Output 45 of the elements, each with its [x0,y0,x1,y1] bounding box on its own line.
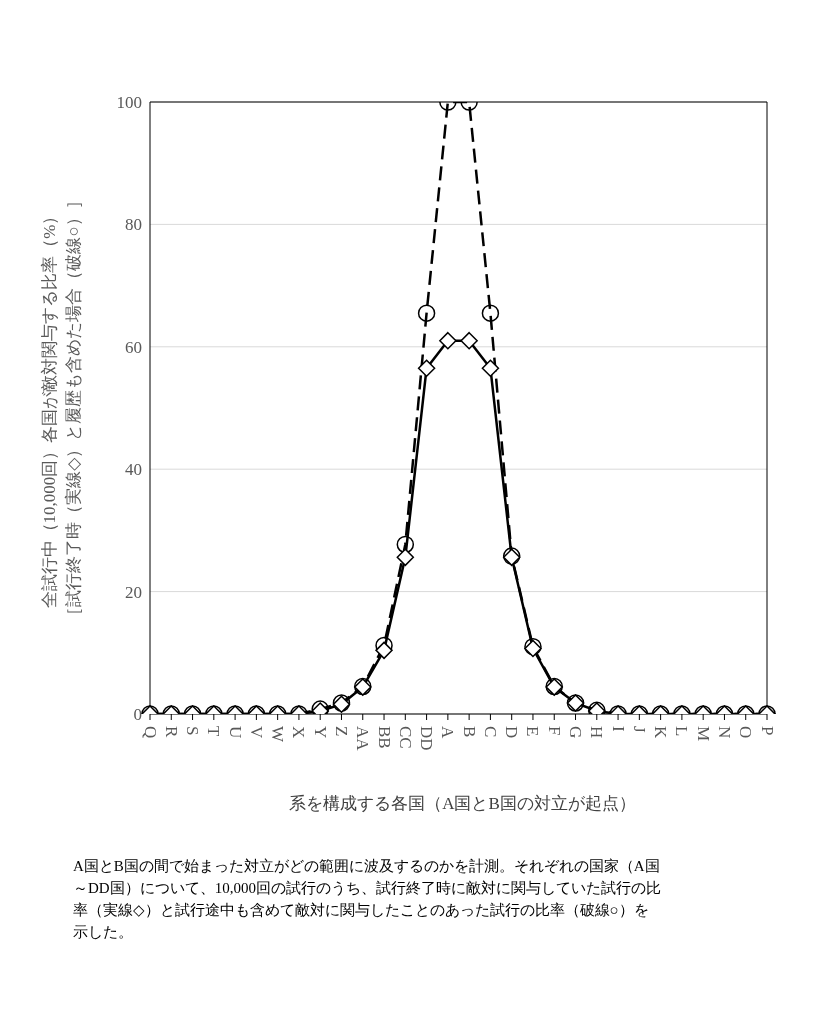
y-tick-label: 0 [133,705,142,725]
x-tick-label: I [608,726,628,732]
x-tick-label: O [736,726,756,739]
x-tick-label: A [438,726,458,739]
x-tick-label: G [566,726,586,739]
x-tick-label: T [204,726,224,737]
point [460,331,478,350]
x-tick-label: D [502,726,522,739]
x-tick-label: X [289,726,309,739]
point [439,331,457,350]
y-tick-label: 80 [125,215,142,235]
x-axis-title: 系を構成する各国（A国とB国の対立が起点） [288,793,637,815]
y-tick-label: 100 [116,93,142,113]
y-tick-label: 60 [125,337,142,357]
point [417,359,436,377]
x-tick-label: C [480,726,500,738]
x-tick-label: BB [374,726,394,749]
x-tick-label: H [587,726,607,739]
x-tick-label: E [523,726,543,737]
x-tick-label: B [459,726,479,738]
x-tick-label: K [651,726,671,739]
x-tick-label: Z [331,726,351,737]
x-tick-label: DD [417,726,437,751]
x-tick-label: W [268,726,288,743]
x-tick-label: N [714,726,734,739]
x-tick-label: Y [310,726,330,739]
point [481,304,500,322]
point [481,359,500,377]
x-tick-label: P [757,726,777,736]
x-tick-label: U [225,726,245,739]
y-tick-label: 20 [125,582,142,602]
x-tick-label: S [183,726,203,736]
y-tick-label: 40 [125,460,142,480]
x-tick-label: Q [140,726,160,739]
x-tick-label: CC [395,726,415,749]
x-tick-label: J [629,726,649,733]
x-tick-label: L [672,726,692,737]
y-axis-title: 全試行中（10,000回）各国が敵対関与する比率（%）［試行終了時（実線◇）と履歴も含めた場合（破線○）］ [39,191,84,626]
x-tick-label: R [161,726,181,738]
x-tick-label: F [544,726,564,736]
x-tick-label: V [246,726,266,739]
text: A国とB国の間で始まった対立がどの範囲に波及するのかを計測。それぞれの国家（A国～DD国）について、10,000回の試行のうち、試行終了時に敵対に関与していた試行の比率（実線◇）と試行途中も含めて敵対に関与したことのあった試行の比率（破線○）を示した。 [73,857,662,942]
point [417,304,436,322]
x-tick-label: AA [353,726,373,752]
x-tick-label: M [693,726,713,742]
